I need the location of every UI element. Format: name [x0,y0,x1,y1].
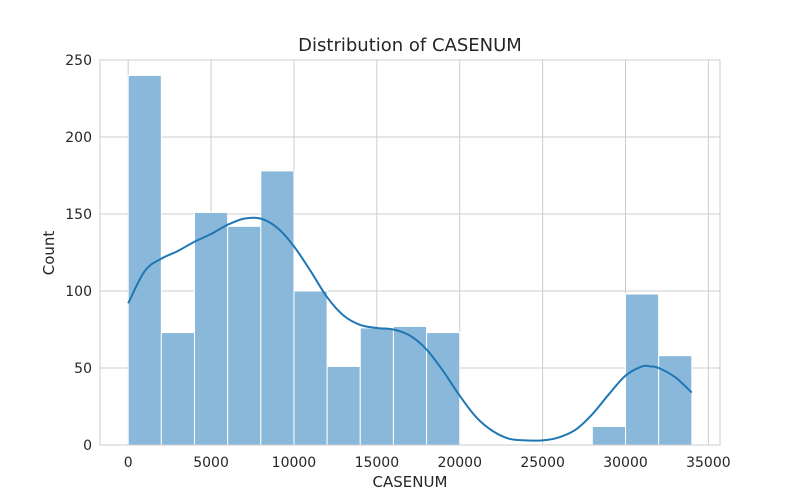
x-tick-label: 35000 [686,455,731,471]
y-tick-label: 100 [65,284,92,300]
histogram-bar [160,332,195,446]
histogram-bar [127,74,162,446]
x-tick-label: 10000 [272,455,317,471]
kde-layer [127,216,693,442]
histogram-bar [359,327,394,446]
x-tick-label: 5000 [193,455,229,471]
y-tick-label: 50 [74,361,92,377]
histogram-bar [227,225,262,446]
bar-layer [127,74,693,446]
histogram-bar [193,211,229,446]
chart-title: Distribution of CASENUM [298,35,522,56]
x-tick-label: 25000 [520,455,565,471]
histogram-bar [260,170,295,446]
y-tick-label: 0 [83,438,92,454]
histogram-bar [658,355,693,446]
x-tick-label: 0 [124,455,133,471]
y-axis-label: Count [40,231,58,276]
kde-line [127,216,693,442]
x-tick-label: 30000 [603,455,648,471]
y-tick-label: 200 [65,130,92,146]
x-tick-label: 15000 [355,455,400,471]
histogram-bar [625,293,660,446]
histogram-bar [293,290,328,446]
plot-frame [99,59,721,446]
tick-layer: 0 5000 10000 15000 20000 25000 30000 35000 0 50 10… [65,53,730,471]
y-tick-label: 150 [65,207,92,223]
y-tick-label: 250 [65,53,92,69]
histogram-bar [326,365,361,446]
histogram-bar [591,426,627,446]
x-tick-label: 20000 [437,455,482,471]
x-axis-label: CASENUM [373,473,448,491]
